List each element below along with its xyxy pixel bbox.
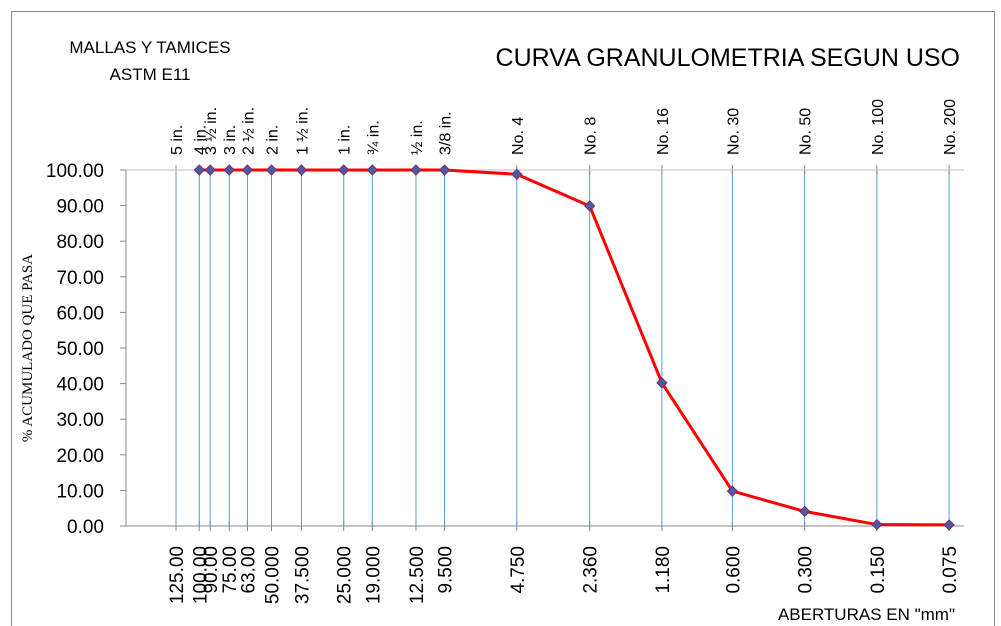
x-tick-label: 19.000 [363,546,384,604]
sieve-label: No. 200 [942,99,959,155]
y-tick-label: 50.00 [56,339,104,360]
x-tick-label: 63.00 [238,546,259,594]
y-tick-label: 90.00 [56,197,104,218]
y-tick-label: 0.00 [67,517,104,538]
data-point [265,164,278,176]
chart-title: CURVA GRANULOMETRIA SEGUN USO [496,44,960,72]
sieve-label: 3 ½ in. [203,107,220,155]
sieve-label: ½ in. [409,120,426,155]
y-tick-label: 80.00 [56,232,104,253]
data-point [193,164,205,176]
data-point [295,164,308,176]
x-tick-label: 125.00 [167,546,188,604]
sieve-label: 1 ½ in. [294,107,311,155]
data-point [338,164,350,176]
chart-frame [11,11,995,626]
data-point [943,519,955,531]
x-tick-label: 50.000 [262,546,283,604]
subtitle-line: MALLAS Y TAMICES [69,38,230,57]
y-tick-label: 40.00 [56,375,104,396]
y-tick-label: 60.00 [56,303,104,324]
data-point [438,164,451,176]
sieve-label: No. 100 [870,99,887,155]
x-tick-label: 90.00 [201,546,222,594]
data-point [366,164,379,176]
data-point [511,168,523,180]
sieve-label: 4 in. [192,125,209,155]
x-tick-label: 9.500 [436,546,457,594]
sieve-label: No. 30 [725,108,742,155]
y-tick-label: 10.00 [56,481,104,502]
data-point [583,200,596,212]
y-axis-label: % ACUMULADO QUE PASA [20,254,36,442]
x-tick-label: 1.180 [653,546,674,594]
sieve-label: 3/8 in. [438,111,455,155]
sieve-label: 2 ½ in. [240,107,257,155]
data-point [726,485,739,497]
y-tick-label: 70.00 [56,268,104,289]
sieve-label: No. 8 [583,117,600,155]
data-point [798,505,811,518]
sieve-label: ¾ in. [365,120,382,155]
x-tick-label: 0.300 [796,546,817,594]
x-tick-label: 100.00 [190,546,211,604]
sieve-label: 2 in. [264,125,281,155]
x-tick-label: 0.150 [868,546,889,594]
data-point [204,164,216,176]
sieve-label: 3 in. [222,125,239,155]
subtitle-line: ASTM E11 [110,65,191,84]
data-point [241,164,254,176]
x-tick-label: 37.500 [292,546,313,604]
x-axis-label: ABERTURAS EN "mm" [778,605,955,624]
y-tick-label: 100.00 [46,161,104,182]
x-tick-label: 4.750 [508,546,529,594]
x-tick-label: 75.00 [220,546,241,594]
data-point [656,377,668,389]
x-tick-label: 0.075 [940,546,961,594]
sieve-label: No. 16 [655,108,672,155]
data-point [871,518,883,531]
x-tick-label: 0.600 [723,546,744,594]
sieve-label: No. 4 [510,117,527,155]
x-tick-label: 2.360 [581,546,602,594]
y-tick-label: 30.00 [56,410,104,431]
sieve-label: No. 50 [798,108,815,155]
sieve-label: 5 in. [169,125,186,155]
data-point [223,164,235,176]
x-tick-label: 25.000 [335,546,356,604]
data-point [410,164,422,176]
sieve-label: 1 in. [337,125,354,155]
x-tick-label: 12.500 [407,546,428,604]
y-tick-label: 20.00 [56,446,104,467]
